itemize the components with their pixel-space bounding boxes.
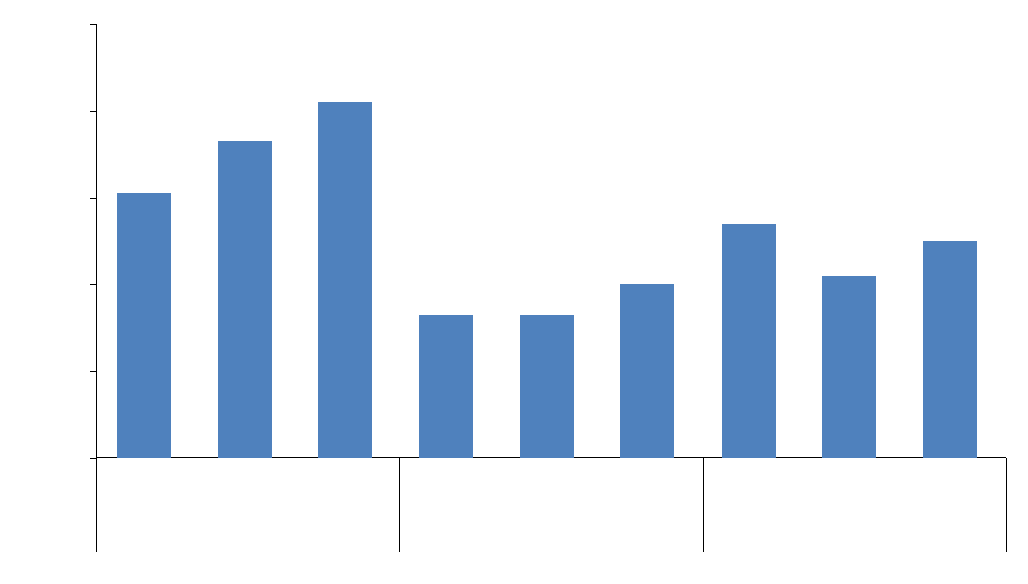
group-tick — [1006, 458, 1007, 552]
y-axis — [96, 24, 97, 458]
y-tick — [90, 198, 96, 199]
y-tick — [90, 24, 96, 25]
bar — [117, 193, 171, 458]
plot-area — [96, 24, 1006, 458]
bar — [318, 102, 372, 458]
group-tick — [703, 458, 704, 552]
group-tick — [96, 458, 97, 552]
bar — [722, 224, 776, 458]
y-tick — [90, 284, 96, 285]
bar — [620, 284, 674, 458]
bar — [923, 241, 977, 458]
bar-chart — [0, 0, 1028, 584]
bar — [520, 315, 574, 458]
bar — [822, 276, 876, 458]
bar — [218, 141, 272, 458]
group-tick — [399, 458, 400, 552]
y-tick — [90, 111, 96, 112]
bar — [419, 315, 473, 458]
y-tick — [90, 371, 96, 372]
